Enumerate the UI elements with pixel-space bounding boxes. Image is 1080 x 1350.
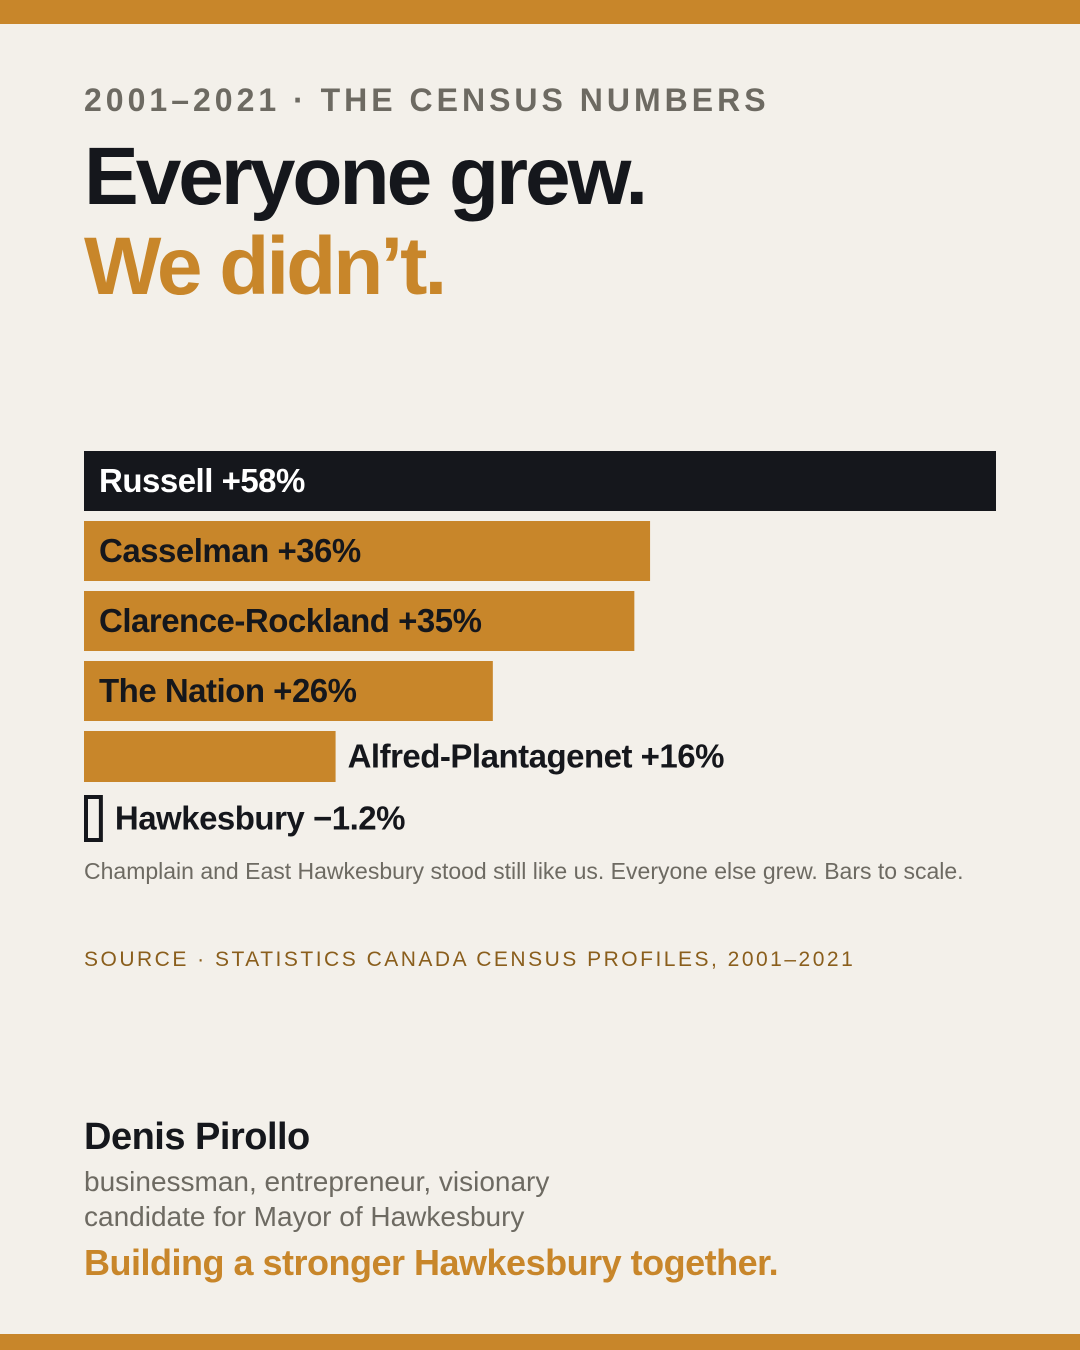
- source: SOURCE · STATISTICS CANADA CENSUS PROFIL…: [84, 948, 856, 971]
- subtitle: We didn’t.: [84, 221, 447, 312]
- category-label: Casselman: [99, 532, 269, 569]
- category-label: Hawkesbury: [115, 799, 306, 836]
- bar-label: Russell +58%: [99, 462, 305, 499]
- kicker: 2001–2021 · THE CENSUS NUMBERS: [84, 82, 770, 118]
- bar: [84, 731, 336, 782]
- bar-label: Hawkesbury −1.2%: [115, 799, 405, 836]
- bar-label: The Nation +26%: [99, 672, 357, 709]
- top-band: [0, 0, 1080, 24]
- bar-label: Casselman +36%: [99, 532, 361, 569]
- value-label: +58%: [222, 462, 305, 499]
- bar: [84, 591, 635, 651]
- bar-label: Alfred-Plantagenet +16%: [348, 737, 725, 774]
- role: businessman, entrepreneur, visionary: [84, 1166, 550, 1197]
- category-label: Clarence-Rockland: [99, 602, 389, 639]
- note: Champlain and East Hawkesbury stood stil…: [84, 858, 964, 884]
- title: Everyone grew.: [84, 131, 648, 222]
- slogan: Building a stronger Hawkesbury together.: [84, 1242, 779, 1283]
- category-label: Alfred-Plantagenet: [348, 737, 633, 774]
- bottom-band: [0, 1334, 1080, 1350]
- category-label: Russell: [99, 462, 213, 499]
- value-label: +36%: [277, 532, 360, 569]
- category-label: The Nation: [99, 672, 265, 709]
- role: candidate for Mayor of Hawkesbury: [84, 1201, 525, 1232]
- value-label: +26%: [273, 672, 356, 709]
- bar: [84, 451, 996, 511]
- value-label: −1.2%: [313, 799, 405, 836]
- candidate-name: Denis Pirollo: [84, 1116, 310, 1158]
- bar: [84, 521, 651, 581]
- chart: Russell +58% Casselman +36% Clarence-Rockl…: [84, 451, 996, 842]
- bar-label: Clarence-Rockland +35%: [99, 602, 482, 639]
- value-label: +35%: [398, 602, 481, 639]
- bar: [84, 661, 493, 721]
- bar: [84, 795, 103, 842]
- value-label: +16%: [641, 737, 724, 774]
